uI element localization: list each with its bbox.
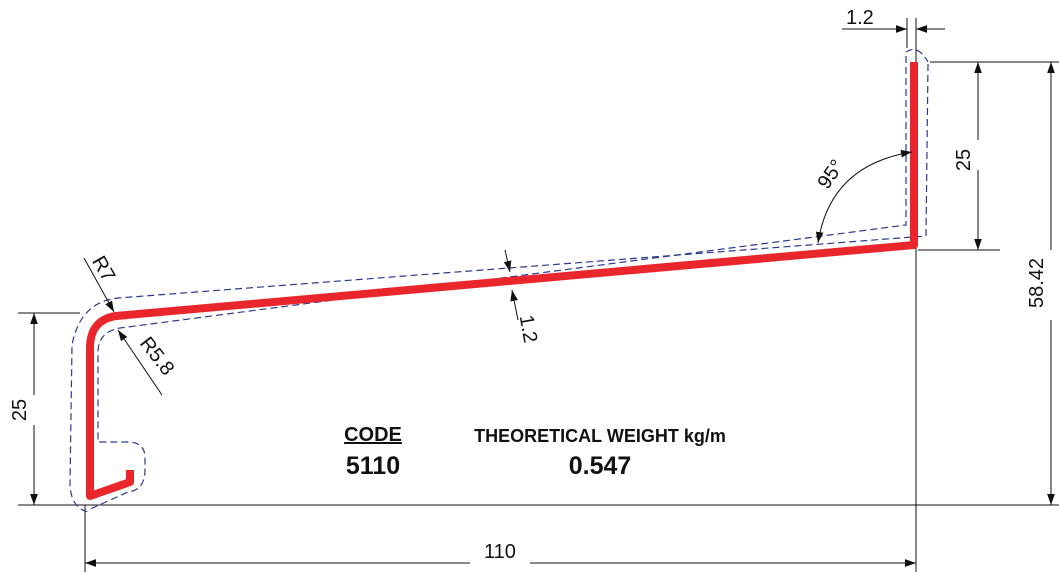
dim-flange-right-label: 25 [953,149,975,171]
tolerance-outline [69,49,929,513]
extension-lines [18,18,1059,572]
dim-flange-left-label: 25 [9,399,31,421]
dim-radius-leader [83,257,163,396]
dim-outer-radius-label: R7 [87,252,119,285]
dim-thickness-middle-label: 1.2 [515,313,541,344]
dim-angle-label: 95° [813,156,848,193]
dim-total-height-label: 58.42 [1026,258,1048,308]
dim-thickness-middle [503,249,519,321]
weight-value: 0.547 [568,452,632,480]
dim-total-width-label: 110 [484,541,516,563]
dim-inner-radius-label: R5.8 [135,333,178,380]
weight-label: THEORETICAL WEIGHT kg/m [474,426,726,446]
dim-thickness-top-label: 1.2 [846,7,874,29]
profile-shape [86,62,918,500]
dim-angle [815,149,913,244]
code-value: 5110 [345,452,401,480]
code-label: CODE [344,424,402,446]
